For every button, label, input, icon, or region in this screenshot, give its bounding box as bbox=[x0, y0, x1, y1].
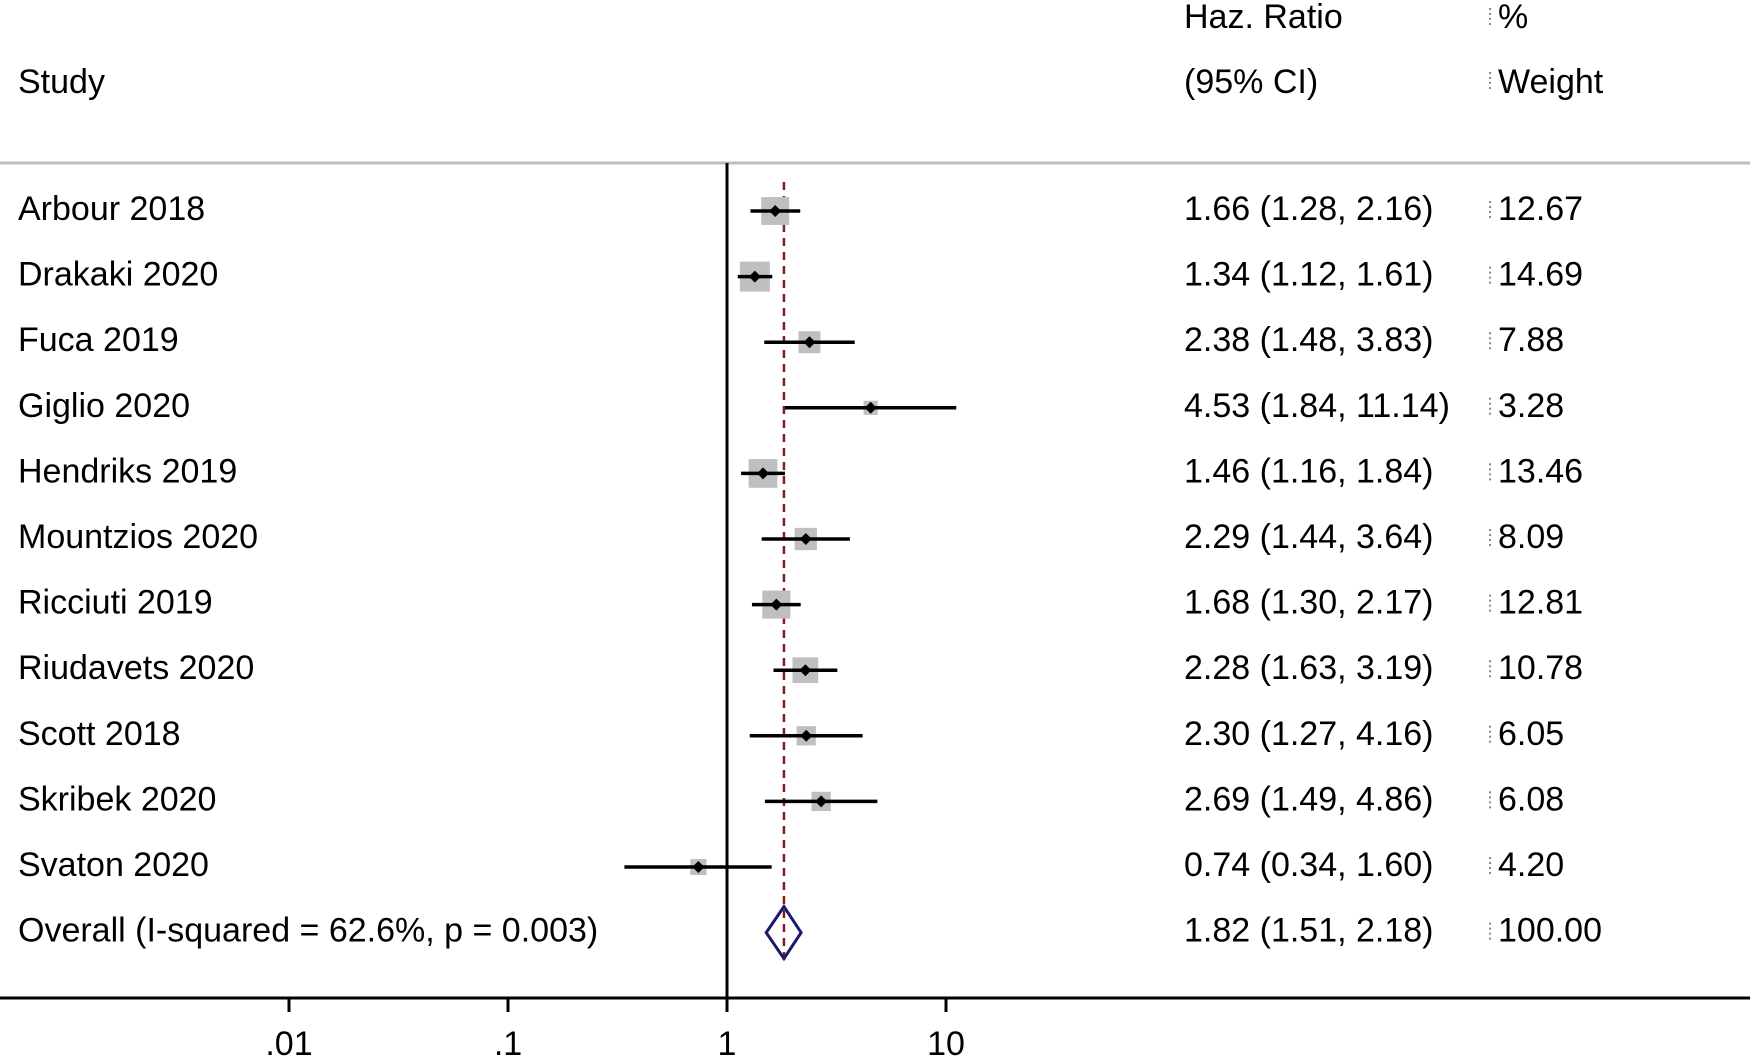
ci-text: 4.53 (1.84, 11.14) bbox=[1184, 387, 1450, 425]
weight-text: 14.69 bbox=[1498, 256, 1583, 294]
weight-text: 6.08 bbox=[1498, 780, 1564, 818]
study-label: Svaton 2020 bbox=[18, 846, 209, 884]
x-tick-label: .1 bbox=[494, 1025, 522, 1059]
study-label: Scott 2018 bbox=[18, 715, 181, 753]
study-label: Riudavets 2020 bbox=[18, 649, 254, 687]
header-weight-line1: % bbox=[1498, 0, 1529, 36]
point-estimate bbox=[769, 205, 782, 217]
overall-weight-text: 100.00 bbox=[1498, 912, 1602, 950]
weight-text: 13.46 bbox=[1498, 452, 1583, 490]
study-label: Hendriks 2019 bbox=[18, 452, 237, 490]
point-estimate bbox=[864, 401, 877, 414]
study-label: Arbour 2018 bbox=[18, 190, 205, 228]
ci-text: 1.68 (1.30, 2.17) bbox=[1184, 584, 1434, 622]
point-estimate bbox=[803, 336, 816, 349]
ci-text: 2.38 (1.48, 3.83) bbox=[1184, 321, 1434, 359]
header-weight-line2: Weight bbox=[1498, 63, 1604, 101]
x-tick-label: 1 bbox=[718, 1025, 737, 1059]
weight-text: 12.81 bbox=[1498, 584, 1583, 622]
weight-text: 3.28 bbox=[1498, 387, 1564, 425]
header-ratio-line2: (95% CI) bbox=[1184, 63, 1319, 101]
point-estimate bbox=[815, 795, 828, 808]
x-tick-label: 10 bbox=[927, 1025, 965, 1059]
ci-text: 0.74 (0.34, 1.60) bbox=[1184, 846, 1434, 884]
study-label: Giglio 2020 bbox=[18, 387, 190, 425]
ci-text: 2.28 (1.63, 3.19) bbox=[1184, 649, 1434, 687]
point-estimate bbox=[800, 729, 813, 742]
x-tick-label: .01 bbox=[265, 1025, 312, 1059]
point-estimate bbox=[799, 664, 812, 677]
ci-text: 1.66 (1.28, 2.16) bbox=[1184, 190, 1434, 228]
header-study: Study bbox=[18, 63, 105, 101]
point-estimate bbox=[748, 270, 761, 283]
study-label: Mountzios 2020 bbox=[18, 518, 258, 556]
ci-text: 1.46 (1.16, 1.84) bbox=[1184, 452, 1434, 490]
ci-text: 2.30 (1.27, 4.16) bbox=[1184, 715, 1434, 753]
study-label: Ricciuti 2019 bbox=[18, 584, 213, 622]
ci-text: 2.29 (1.44, 3.64) bbox=[1184, 518, 1434, 556]
ci-text: 2.69 (1.49, 4.86) bbox=[1184, 780, 1434, 818]
study-label: Fuca 2019 bbox=[18, 321, 179, 359]
ci-text: 1.34 (1.12, 1.61) bbox=[1184, 256, 1434, 294]
weight-text: 10.78 bbox=[1498, 649, 1583, 687]
weight-text: 6.05 bbox=[1498, 715, 1564, 753]
weight-text: 4.20 bbox=[1498, 846, 1564, 884]
study-label: Drakaki 2020 bbox=[18, 256, 218, 294]
study-label: Skribek 2020 bbox=[18, 780, 216, 818]
weight-text: 7.88 bbox=[1498, 321, 1564, 359]
overall-label: Overall (I-squared = 62.6%, p = 0.003) bbox=[18, 912, 598, 950]
point-estimate bbox=[770, 598, 783, 611]
point-estimate bbox=[756, 467, 769, 480]
header-ratio-line1: Haz. Ratio bbox=[1184, 0, 1343, 36]
point-estimate bbox=[799, 533, 812, 545]
weight-text: 8.09 bbox=[1498, 518, 1564, 556]
weight-text: 12.67 bbox=[1498, 190, 1583, 228]
overall-ci-text: 1.82 (1.51, 2.18) bbox=[1184, 912, 1434, 950]
overall-diamond bbox=[764, 903, 803, 962]
point-estimate bbox=[692, 861, 705, 873]
